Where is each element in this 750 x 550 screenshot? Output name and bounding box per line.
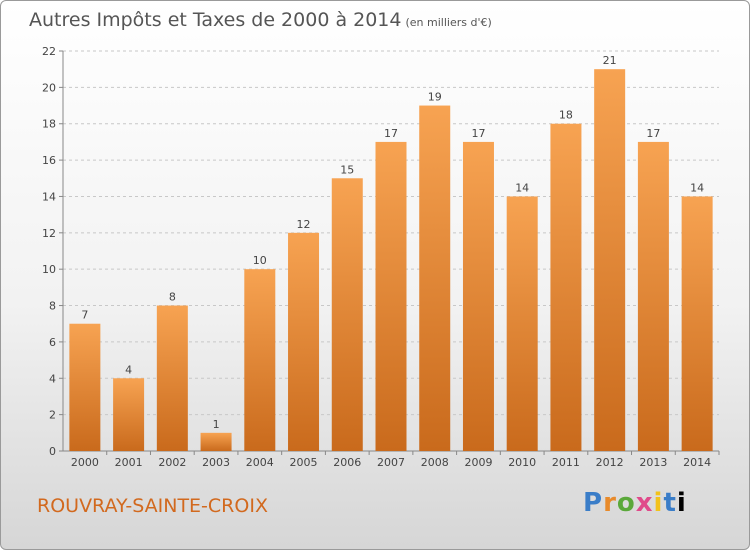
bar-value-label: 18 [559, 109, 573, 122]
x-tick-label: 2006 [333, 456, 361, 469]
y-tick-label: 12 [42, 227, 56, 240]
bar [375, 141, 407, 451]
chart-title-text: Autres Impôts et Taxes de 2000 à 2014 [29, 9, 402, 31]
bar-value-label: 1 [213, 418, 220, 431]
bar [113, 378, 145, 451]
bar-value-label: 17 [384, 127, 398, 140]
y-tick-label: 22 [42, 45, 56, 58]
y-tick-label: 8 [49, 300, 56, 313]
x-tick-label: 2001 [115, 456, 143, 469]
logo-letter: r [603, 488, 617, 518]
bar-value-label: 7 [81, 309, 88, 322]
x-tick-label: 2005 [290, 456, 318, 469]
y-tick-label: 0 [49, 445, 56, 458]
y-tick-label: 16 [42, 154, 56, 167]
y-tick-label: 4 [49, 372, 56, 385]
x-tick-label: 2008 [421, 456, 449, 469]
bar-value-label: 8 [169, 291, 176, 304]
x-tick-label: 2002 [158, 456, 186, 469]
logo-letter: t [663, 488, 677, 518]
y-tick-label: 10 [42, 263, 56, 276]
y-tick-label: 18 [42, 118, 56, 131]
logo-letter: i [676, 488, 687, 518]
logo-letter: P [583, 488, 604, 518]
x-tick-label: 2013 [639, 456, 667, 469]
y-tick-label: 2 [49, 409, 56, 422]
x-tick-label: 2007 [377, 456, 405, 469]
x-tick-label: 2003 [202, 456, 230, 469]
bar [200, 432, 232, 451]
logo-letter: o [616, 488, 636, 518]
proxiti-logo: Proxiti [583, 488, 687, 518]
bar [69, 323, 101, 451]
bar [462, 141, 494, 451]
bar [331, 178, 363, 452]
bar-value-label: 21 [603, 54, 617, 67]
bar [594, 69, 626, 451]
x-tick-label: 2014 [683, 456, 711, 469]
bar-value-label: 14 [515, 181, 529, 194]
bar [681, 196, 713, 451]
bar [419, 105, 451, 451]
bar [288, 232, 320, 451]
bar [550, 123, 582, 452]
bar-value-label: 17 [471, 127, 485, 140]
bar-value-label: 14 [690, 181, 704, 194]
bar-value-label: 12 [297, 218, 311, 231]
x-tick-label: 2000 [71, 456, 99, 469]
chart-unit: (en milliers d'€) [405, 16, 492, 29]
logo-letter: i [653, 488, 664, 518]
bar-value-label: 10 [253, 254, 267, 267]
y-tick-label: 6 [49, 336, 56, 349]
bars [69, 69, 713, 452]
commune-name: ROUVRAY-SAINTE-CROIX [37, 495, 268, 517]
x-tick-label: 2011 [552, 456, 580, 469]
bar [156, 305, 188, 451]
bar-value-label: 17 [646, 127, 660, 140]
bar [506, 196, 538, 451]
bar-value-label: 4 [125, 363, 132, 376]
labels: 0 2 4 6 8 10 12 14 16 18 20 22 7 2000 4 2001 8 2002 1 2003 1… [42, 45, 711, 469]
x-tick-label: 2004 [246, 456, 274, 469]
x-tick-label: 2010 [508, 456, 536, 469]
bar [244, 269, 276, 451]
y-tick-label: 20 [42, 81, 56, 94]
logo-letter: x [635, 488, 654, 518]
bar [637, 141, 669, 451]
bar-value-label: 19 [428, 91, 442, 104]
x-tick-label: 2012 [596, 456, 624, 469]
chart-title: Autres Impôts et Taxes de 2000 à 2014 (en… [29, 9, 492, 31]
bar-value-label: 15 [340, 163, 354, 176]
y-tick-label: 14 [42, 190, 56, 203]
x-tick-label: 2009 [464, 456, 492, 469]
